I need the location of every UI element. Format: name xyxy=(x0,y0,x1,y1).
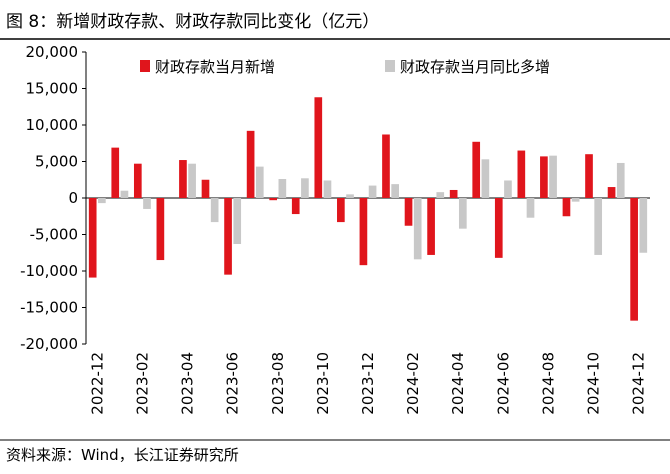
chart-title: 图 8：新增财政存款、财政存款同比变化（亿元） xyxy=(6,12,379,32)
bar xyxy=(291,198,300,215)
bar xyxy=(427,198,435,255)
bar xyxy=(314,97,323,198)
x-tick-label: 2023-12 xyxy=(359,352,377,415)
bar xyxy=(526,198,535,218)
y-tick-label: -10,000 xyxy=(20,262,78,280)
bar xyxy=(301,178,309,198)
x-tick-label: 2023-08 xyxy=(269,352,287,415)
y-tick-label: 10,000 xyxy=(26,116,79,134)
bar xyxy=(179,160,187,198)
y-tick-label: 5,000 xyxy=(35,153,78,171)
bar xyxy=(458,198,467,229)
bar xyxy=(323,180,332,198)
bar xyxy=(630,198,638,321)
bar xyxy=(494,198,503,258)
bar xyxy=(562,198,571,217)
bar xyxy=(449,189,458,198)
y-tick-label: 15,000 xyxy=(26,80,79,98)
bar xyxy=(346,194,354,198)
legend-swatch xyxy=(385,60,395,72)
bar xyxy=(224,198,232,275)
x-tick-label: 2022-12 xyxy=(88,352,106,415)
bar xyxy=(188,163,196,198)
source: 资料来源：Wind，长江证券研究所 xyxy=(6,446,239,464)
bar xyxy=(156,198,165,261)
bar xyxy=(233,198,242,244)
y-tick-label: -15,000 xyxy=(20,299,78,317)
bar xyxy=(143,198,151,209)
bar xyxy=(133,163,142,198)
bar xyxy=(391,184,399,198)
x-tick-label: 2024-12 xyxy=(630,352,648,415)
bar xyxy=(504,180,512,198)
y-tick-label: 20,000 xyxy=(26,43,79,61)
bar xyxy=(111,147,120,198)
bar xyxy=(607,187,616,198)
bar xyxy=(436,192,445,198)
bar xyxy=(337,198,345,223)
bar xyxy=(404,198,413,226)
bar xyxy=(359,198,368,266)
x-tick-label: 2024-06 xyxy=(494,352,512,415)
legend-label: 财政存款当月新增 xyxy=(155,58,275,76)
bar xyxy=(382,134,390,198)
bar xyxy=(549,155,557,198)
bar xyxy=(120,190,129,198)
bar xyxy=(639,198,648,253)
x-tick-label: 2024-02 xyxy=(404,352,422,415)
bar xyxy=(269,198,278,201)
bar xyxy=(201,179,210,198)
y-tick-label: -20,000 xyxy=(20,335,78,353)
bar xyxy=(585,154,593,198)
bar xyxy=(255,166,264,198)
bar xyxy=(472,141,481,198)
x-tick-label: 2023-10 xyxy=(314,352,332,415)
legend-swatch xyxy=(140,60,150,72)
bar xyxy=(278,179,287,198)
x-tick-label: 2024-04 xyxy=(449,352,467,415)
legend-label: 财政存款当月同比多增 xyxy=(400,58,550,76)
x-tick-label: 2023-06 xyxy=(224,352,242,415)
bar xyxy=(616,162,625,198)
x-tick-label: 2023-04 xyxy=(179,352,197,415)
bar xyxy=(571,198,580,202)
y-tick-label: 0 xyxy=(68,189,78,207)
bar xyxy=(88,198,97,278)
bar xyxy=(481,159,490,198)
bar xyxy=(517,150,526,198)
bar xyxy=(246,130,255,198)
x-tick-label: 2024-08 xyxy=(539,352,557,415)
x-tick-label: 2024-10 xyxy=(585,352,603,415)
bar xyxy=(210,198,219,223)
y-tick-label: -5,000 xyxy=(30,226,78,244)
x-tick-label: 2023-02 xyxy=(133,352,151,415)
bar xyxy=(594,198,603,255)
bar xyxy=(368,185,377,198)
bar xyxy=(98,198,106,204)
bar xyxy=(540,156,548,198)
bar xyxy=(413,198,422,260)
